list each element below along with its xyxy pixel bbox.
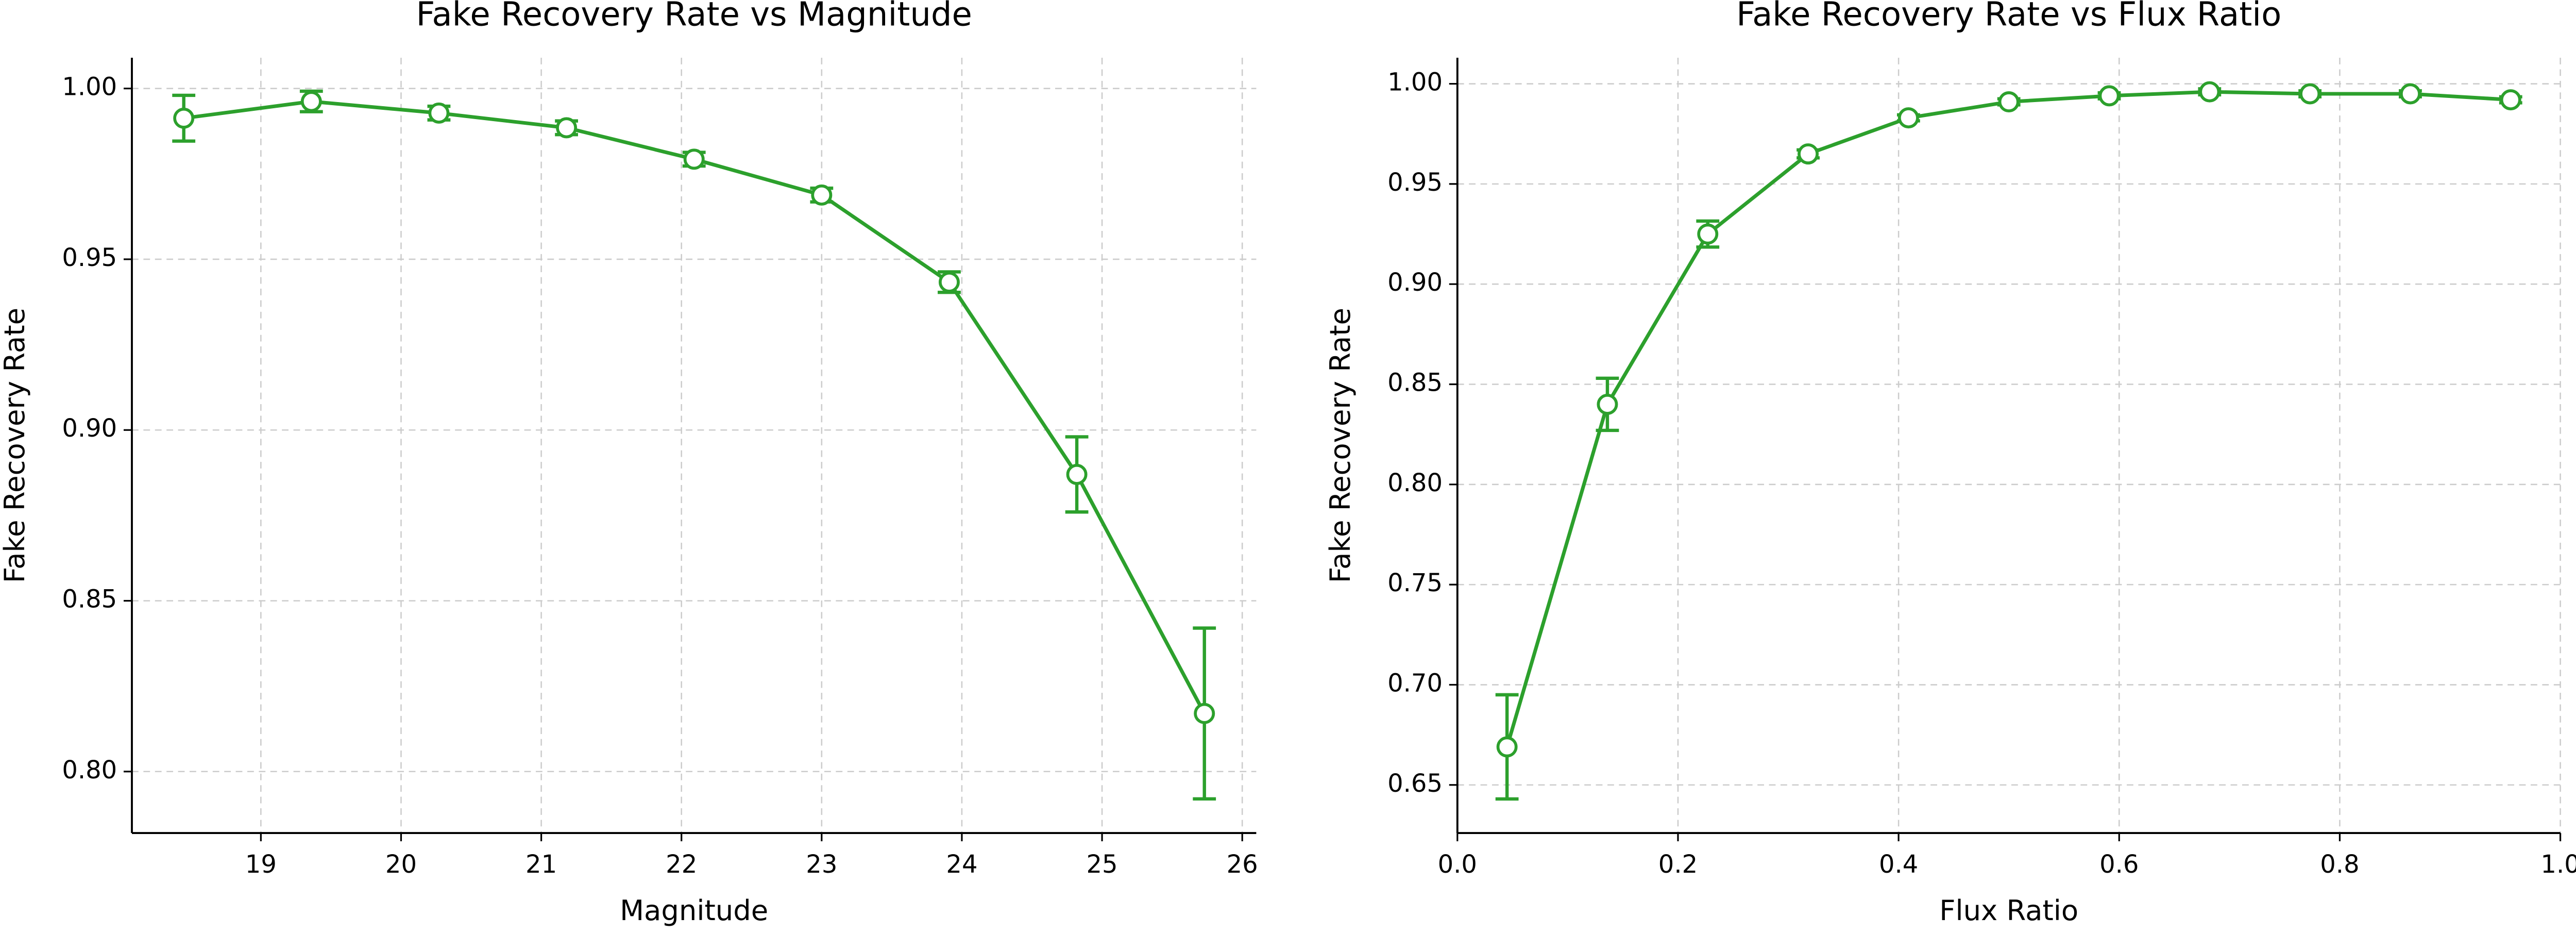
point	[2199, 81, 2221, 103]
line	[183, 99, 1206, 714]
y-tick-label: 0.90	[62, 414, 117, 443]
x-tick-label: 23	[806, 850, 837, 879]
y-tick-label: 0.95	[1387, 168, 1443, 197]
y-tick-label: 0.70	[1387, 669, 1443, 697]
y-tick-label: 0.90	[1387, 268, 1443, 297]
point	[1897, 107, 1919, 129]
point	[811, 184, 833, 206]
x-tick-label: 26	[1227, 850, 1258, 879]
x-axis-label: Flux Ratio	[1939, 894, 2078, 927]
y-tick-label: 1.00	[62, 73, 117, 102]
x-tick-label: 24	[946, 850, 977, 879]
x-tick-label: 20	[385, 850, 417, 879]
x-tick-label: 0.0	[1438, 850, 1477, 879]
point	[2098, 85, 2120, 107]
point	[2500, 89, 2521, 111]
chart-title: Fake Recovery Rate vs Flux Ratio	[1736, 0, 2281, 34]
point	[300, 91, 322, 112]
point	[173, 107, 195, 129]
point	[1496, 736, 1518, 758]
point	[1697, 223, 1719, 245]
point	[1998, 91, 2020, 113]
point	[938, 271, 960, 293]
y-axis-label: Fake Recovery Rate	[0, 308, 31, 583]
x-tick-label: 1.0	[2540, 850, 2576, 879]
y-tick-label: 0.65	[1387, 769, 1443, 798]
x-tick-label: 25	[1087, 850, 1118, 879]
point	[2299, 83, 2321, 105]
point	[683, 148, 705, 170]
point	[1066, 463, 1088, 485]
line	[1505, 90, 2511, 747]
x-tick-label: 0.6	[2099, 850, 2139, 879]
y-axis-label: Fake Recovery Rate	[1324, 308, 1357, 583]
y-tick-label: 0.85	[1387, 369, 1443, 397]
y-tick-label: 1.00	[1387, 68, 1443, 97]
x-tick-label: 0.2	[1658, 850, 1698, 879]
x-axis-label: Magnitude	[620, 894, 768, 927]
x-tick-label: 0.4	[1879, 850, 1918, 879]
x-tick-label: 0.8	[2320, 850, 2359, 879]
y-tick-label: 0.85	[62, 585, 117, 614]
point	[1597, 393, 1618, 415]
point	[2399, 83, 2421, 105]
y-tick-label: 0.75	[1387, 569, 1443, 597]
point	[556, 117, 578, 139]
point	[428, 102, 450, 124]
y-tick-label: 0.80	[62, 756, 117, 785]
x-tick-label: 19	[245, 850, 277, 879]
x-tick-label: 21	[526, 850, 557, 879]
point	[1798, 143, 1819, 165]
point	[1194, 703, 1215, 724]
y-tick-label: 0.80	[1387, 469, 1443, 497]
x-tick-label: 22	[666, 850, 697, 879]
y-tick-label: 0.95	[62, 243, 117, 272]
chart-title: Fake Recovery Rate vs Magnitude	[416, 0, 972, 34]
